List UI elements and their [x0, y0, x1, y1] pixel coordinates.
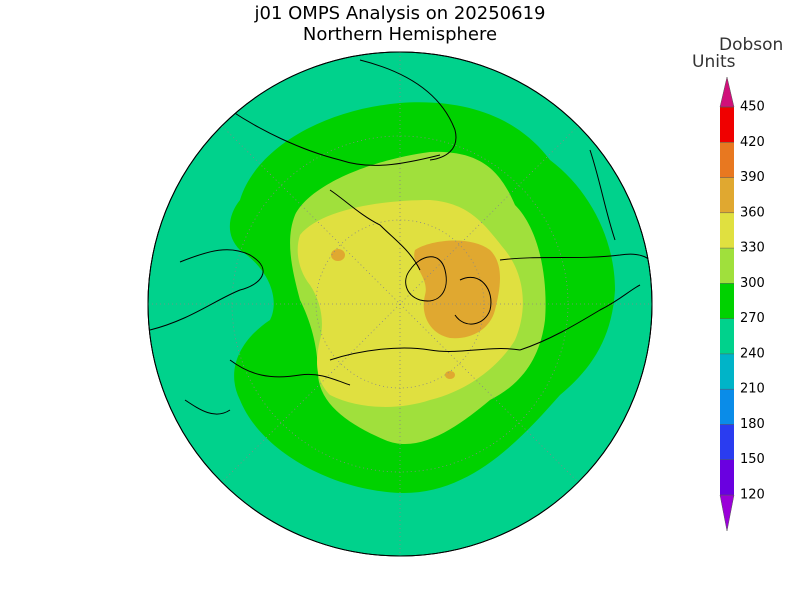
colorbar-band: [720, 318, 734, 354]
colorbar-tick-label: 420: [740, 135, 765, 150]
colorbar-tick-label: 150: [740, 452, 765, 467]
title: j01 OMPS Analysis on 20250619: [254, 3, 546, 24]
contour-region: [331, 249, 345, 261]
colorbar-band: [720, 212, 734, 249]
colorbar-extension: [719, 494, 735, 532]
colorbar: Dobson Units 120 150 180 210 240 270 300 330 360…: [692, 35, 783, 532]
colorbar-band: [720, 107, 734, 143]
colorbar-band: [720, 177, 734, 213]
colorbar-label: Units: [692, 52, 736, 72]
colorbar-band: [720, 389, 734, 425]
colorbar-tick-label: 240: [740, 346, 765, 361]
colorbar-tick-label: 330: [740, 241, 765, 256]
map-border: [147, 51, 653, 557]
colorbar-tick-label: 360: [740, 205, 765, 220]
coastlines: [149, 59, 652, 415]
colorbar-tick-label: 180: [740, 417, 765, 432]
subtitle: Northern Hemisphere: [303, 24, 497, 45]
colorbar-band: [720, 142, 734, 178]
polar-map: [147, 51, 653, 557]
contour-region: [414, 240, 500, 339]
colorbar-band: [720, 459, 734, 495]
colorbar-band: [720, 424, 734, 460]
graticule: [148, 52, 652, 556]
colorbar-tick-label: 120: [740, 488, 765, 503]
colorbar-tick-label: 390: [740, 170, 765, 185]
colorbar-band: [720, 248, 734, 284]
colorbar-label: Dobson: [719, 35, 783, 55]
colorbar-band: [720, 283, 734, 319]
colorbar-tick-label: 270: [740, 311, 765, 326]
colorbar-tick-label: 450: [740, 100, 765, 115]
colorbar-extension: [719, 76, 735, 108]
colorbar-band: [720, 353, 734, 390]
contour-region: [445, 371, 455, 379]
colorbar-tick-label: 300: [740, 276, 765, 291]
colorbar-tick-label: 210: [740, 382, 765, 397]
